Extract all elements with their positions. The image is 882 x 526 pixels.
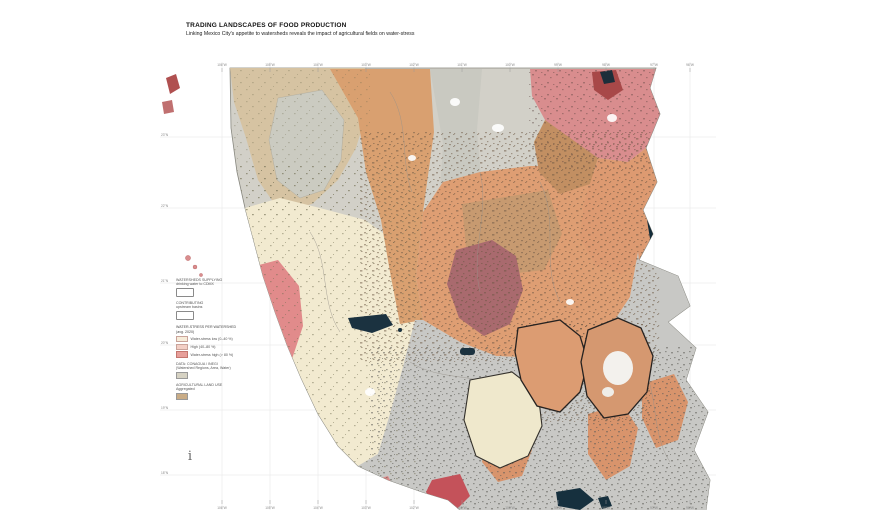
info-marker-icon: i <box>187 449 193 464</box>
lon-labels-bottom: 106°W 105°W 104°W 103°W 102°W 101°W 100°… <box>217 506 694 510</box>
svg-text:21°N: 21°N <box>161 279 169 283</box>
svg-text:22°N: 22°N <box>161 204 169 208</box>
mexico-watershed-map: 106°W 105°W 104°W 103°W 102°W 101°W 100°… <box>160 62 716 511</box>
legend-water-stress-heading: WATER-STRESS PER WATERSHED (avg. 2020) <box>176 325 237 334</box>
stress-low-swatch <box>176 335 188 343</box>
svg-text:18°N: 18°N <box>161 471 169 475</box>
svg-text:102°W: 102°W <box>409 63 419 67</box>
title-block: TRADING LANDSCAPES OF FOOD PRODUCTION Li… <box>186 22 516 38</box>
svg-text:105°W: 105°W <box>265 63 275 67</box>
legend-basin-outline-2: CONTRIBUTING upstream basins <box>176 301 262 321</box>
agriculture-swatch <box>176 393 188 401</box>
legend-agriculture: AGRICULTURAL LAND USE Aggregated <box>176 383 262 401</box>
page-subtitle: Linking Mexico City's appetite to waters… <box>186 31 415 38</box>
lake-chapala <box>348 314 393 333</box>
legend-label: Water-stress high (> 80 %) <box>190 352 234 357</box>
stress-high-swatch <box>176 351 188 358</box>
lake-small-dot <box>398 328 402 332</box>
svg-text:97°W: 97°W <box>650 63 658 67</box>
pink-patch-southcoast-1 <box>280 420 306 448</box>
water-body-south-2 <box>598 496 612 509</box>
svg-text:103°W: 103°W <box>361 506 371 510</box>
lon-labels-top: 106°W 105°W 104°W 103°W 102°W 101°W 100°… <box>217 63 694 67</box>
svg-text:99°W: 99°W <box>554 506 562 510</box>
legend-class-low: Water-stress low (0–40 %) <box>176 335 262 343</box>
water-body-south-1 <box>556 488 594 510</box>
stress-high-patch-northeast <box>592 70 623 100</box>
svg-text:101°W: 101°W <box>457 63 467 67</box>
page-title: TRADING LANDSCAPES OF FOOD PRODUCTION <box>186 22 347 29</box>
offshore-islands <box>162 74 203 277</box>
water-body-northeast <box>600 70 615 84</box>
stress-mid-swatch <box>176 343 188 351</box>
legend-label: (Watershed Regions, Area, Water) <box>176 366 231 371</box>
svg-text:23°N: 23°N <box>161 133 169 137</box>
svg-text:106°W: 106°W <box>217 506 227 510</box>
urban-area-small <box>602 387 614 397</box>
legend-class-high: Water-stress high (> 80 %) <box>176 351 262 358</box>
speckle-overlay-northwest <box>230 68 370 218</box>
svg-text:100°W: 100°W <box>505 63 515 67</box>
legend-label: Water-stress low (0–40 %) <box>190 336 233 341</box>
svg-text:99°W: 99°W <box>554 63 562 67</box>
svg-text:102°W: 102°W <box>409 506 419 510</box>
svg-text:19°N: 19°N <box>161 406 169 410</box>
legend-label: CONTRIBUTING <box>176 301 204 306</box>
cloud-gaps <box>365 98 617 396</box>
legend-sources: DATA: CONAGUA / INEGI (Watershed Regions… <box>176 361 262 380</box>
lat-labels-left: 23°N 22°N 21°N 20°N 19°N 18°N <box>161 133 169 475</box>
urban-area-mexico-city <box>603 351 633 385</box>
dams-swatch <box>176 372 188 380</box>
svg-text:98°W: 98°W <box>602 63 610 67</box>
basin-outline-swatch <box>176 311 194 321</box>
svg-text:104°W: 104°W <box>313 63 323 67</box>
svg-text:98°W: 98°W <box>602 506 610 510</box>
water-body-east-wedge <box>647 220 684 267</box>
legend-label: upstream basins <box>176 305 203 310</box>
svg-text:96°W: 96°W <box>686 63 694 67</box>
map-legend: WATERSHEDS SUPPLYING drinking water to C… <box>176 278 262 404</box>
svg-text:20°N: 20°N <box>161 341 169 345</box>
basin-toluca-outlined <box>514 319 589 413</box>
svg-text:101°W: 101°W <box>457 506 467 510</box>
legend-label: High (40–80 %) <box>190 344 216 349</box>
svg-text:103°W: 103°W <box>361 63 371 67</box>
svg-text:96°W: 96°W <box>686 506 694 510</box>
map-canvas: 106°W 105°W 104°W 103°W 102°W 101°W 100°… <box>160 62 716 511</box>
lake-cuitzeo <box>460 348 475 355</box>
basin-outline-swatch <box>176 288 194 298</box>
legend-class-mid: High (40–80 %) <box>176 343 262 351</box>
legend-label: drinking water to CDMX <box>176 282 214 287</box>
svg-text:97°W: 97°W <box>650 506 658 510</box>
svg-text:105°W: 105°W <box>265 506 275 510</box>
svg-text:104°W: 104°W <box>313 506 323 510</box>
legend-label: WATERSHEDS SUPPLYING <box>176 278 223 282</box>
svg-text:106°W: 106°W <box>217 63 227 67</box>
svg-text:100°W: 100°W <box>505 506 515 510</box>
watershed-regions <box>230 68 710 510</box>
legend-label: AGRICULTURAL LAND USE <box>176 383 223 388</box>
legend-label: DATA: CONAGUA / INEGI <box>176 361 218 366</box>
legend-label: Aggregated <box>176 387 195 392</box>
graticule-ticks <box>221 68 691 504</box>
legend-basin-outline-1: WATERSHEDS SUPPLYING drinking water to C… <box>176 278 262 298</box>
